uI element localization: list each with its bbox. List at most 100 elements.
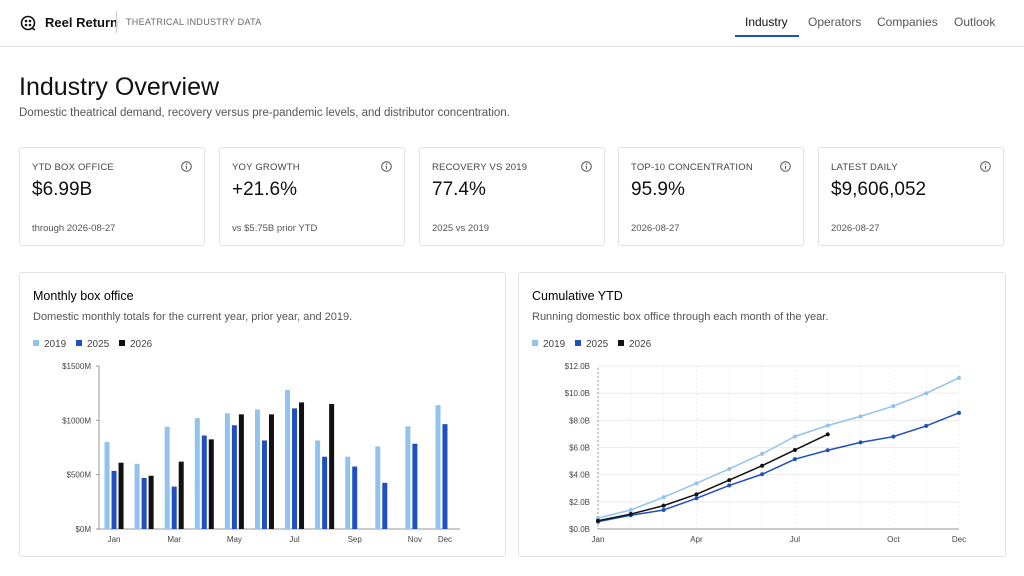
kpi-note: vs $5.75B prior YTD <box>232 223 318 234</box>
line <box>597 412 960 523</box>
point <box>792 434 797 439</box>
bar <box>315 440 321 529</box>
bar <box>329 404 335 529</box>
chart: Monthly box office Domestic monthly total… <box>33 289 460 544</box>
point <box>694 496 699 501</box>
nav-item[interactable]: Companies <box>877 15 938 29</box>
point <box>694 492 699 497</box>
kpi-label: RECOVERY VS 2019 <box>432 162 528 173</box>
kpi-label: YOY GROWTH <box>232 162 300 173</box>
header: Reel Return THEATRICAL INDUSTRY DATA Ind… <box>0 0 1024 47</box>
bar <box>412 443 418 529</box>
point <box>825 448 830 453</box>
bar <box>118 462 124 529</box>
point <box>661 503 666 508</box>
point <box>924 391 929 396</box>
point <box>924 423 929 428</box>
y-tick-label: $1000M <box>62 416 91 425</box>
point <box>858 440 863 445</box>
point <box>792 447 797 452</box>
kpi-note: 2025 vs 2019 <box>432 223 490 234</box>
info-icon[interactable] <box>381 161 392 172</box>
legend-label: 2019 <box>543 339 566 350</box>
legend-label: 2026 <box>130 339 153 350</box>
point <box>891 404 896 409</box>
chart-title: Monthly box office <box>33 289 134 303</box>
legend-swatch <box>532 340 538 346</box>
chart-subtitle: Running domestic box office through each… <box>532 311 828 323</box>
bar <box>435 405 441 529</box>
bar <box>292 408 298 529</box>
y-tick-label: $4.0B <box>569 471 590 480</box>
y-tick-label: $8.0B <box>569 416 590 425</box>
bar <box>104 442 110 529</box>
point <box>596 518 600 523</box>
bar <box>382 482 388 529</box>
kpi-card: RECOVERY VS 2019 77.4% 2025 vs 2019 <box>419 147 605 246</box>
bar <box>134 463 140 529</box>
info-icon[interactable] <box>181 161 192 172</box>
bar <box>171 486 177 529</box>
bar <box>442 424 448 529</box>
chart-panel: Monthly box office Domestic monthly total… <box>19 272 506 557</box>
bar <box>148 475 154 529</box>
bar <box>261 440 267 529</box>
chart-title: Cumulative YTD <box>532 289 623 303</box>
chart-panel: Cumulative YTD Running domestic box offic… <box>518 272 1006 557</box>
x-tick-label: Jan <box>592 535 605 544</box>
legend-swatch <box>33 340 39 346</box>
kpi-note: 2026-08-27 <box>631 223 680 234</box>
x-tick-label: Apr <box>690 535 703 544</box>
point <box>661 507 666 512</box>
legend-label: 2026 <box>629 339 652 350</box>
x-tick-label: Sep <box>348 535 363 544</box>
legend-swatch <box>618 340 624 346</box>
point <box>628 512 633 517</box>
legend-swatch <box>76 340 82 346</box>
bar <box>231 425 237 529</box>
kpi-card: YTD BOX OFFICE $6.99B through 2026-08-27 <box>19 147 205 246</box>
bar <box>352 466 358 529</box>
bar <box>208 439 214 529</box>
point <box>727 478 732 483</box>
bar <box>164 426 170 529</box>
kpi-card: LATEST DAILY $9,606,052 2026-08-27 <box>818 147 1004 246</box>
legend-label: 2025 <box>586 339 609 350</box>
bar <box>299 402 305 529</box>
kpi-value: $9,606,052 <box>831 179 927 200</box>
bar <box>111 470 117 529</box>
x-tick-label: Dec <box>438 535 452 544</box>
y-tick-label: $500M <box>67 471 92 480</box>
bar <box>141 477 147 529</box>
nav-item[interactable]: Outlook <box>954 15 996 29</box>
legend-label: 2019 <box>44 339 67 350</box>
y-tick-label: $2.0B <box>569 498 590 507</box>
bar <box>201 435 207 529</box>
point <box>628 507 633 512</box>
bar <box>254 409 260 529</box>
kpi-value: 95.9% <box>631 179 685 200</box>
y-tick-label: $0M <box>75 525 91 534</box>
bar <box>345 456 351 529</box>
kpi-value: $6.99B <box>32 179 93 200</box>
x-tick-label: Jan <box>108 535 121 544</box>
page-subtitle: Domestic theatrical demand, recovery ver… <box>19 107 510 119</box>
legend-label: 2025 <box>87 339 110 350</box>
point <box>891 434 896 439</box>
y-tick-label: $12.0B <box>565 362 590 371</box>
info-icon[interactable] <box>780 161 791 172</box>
point <box>957 410 961 415</box>
bar <box>375 446 381 529</box>
nav-item[interactable]: Operators <box>808 15 862 29</box>
info-icon[interactable] <box>980 161 991 172</box>
active-indicator <box>735 35 799 37</box>
x-tick-label: Nov <box>408 535 422 544</box>
bar <box>405 426 411 529</box>
point <box>825 432 830 437</box>
y-tick-label: $1500M <box>62 362 91 371</box>
legend-swatch <box>119 340 125 346</box>
nav-item[interactable]: Industry <box>745 15 788 29</box>
logo <box>20 15 36 31</box>
info-icon[interactable] <box>581 161 592 172</box>
